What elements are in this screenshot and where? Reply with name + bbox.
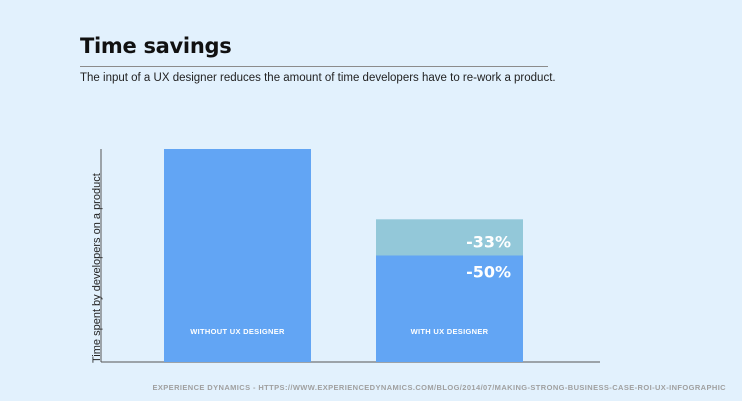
chart-title: Time savings: [80, 34, 232, 58]
source-footer: EXPERIENCE DYNAMICS - HTTPS://WWW.EXPERI…: [152, 383, 726, 392]
chart-subtitle: The input of a UX designer reduces the a…: [80, 72, 556, 84]
bar-without-ux: [164, 149, 311, 362]
annotation-reduction-33: -33%: [466, 232, 511, 251]
bar-category-label: WITH UX DESIGNER: [411, 327, 489, 336]
annotation-reduction-50: -50%: [466, 263, 511, 282]
bar-category-label: WITHOUT UX DESIGNER: [190, 327, 285, 336]
bar-with-ux: [376, 255, 523, 362]
title-rule: [80, 66, 548, 67]
reduction-segment: [376, 219, 523, 256]
